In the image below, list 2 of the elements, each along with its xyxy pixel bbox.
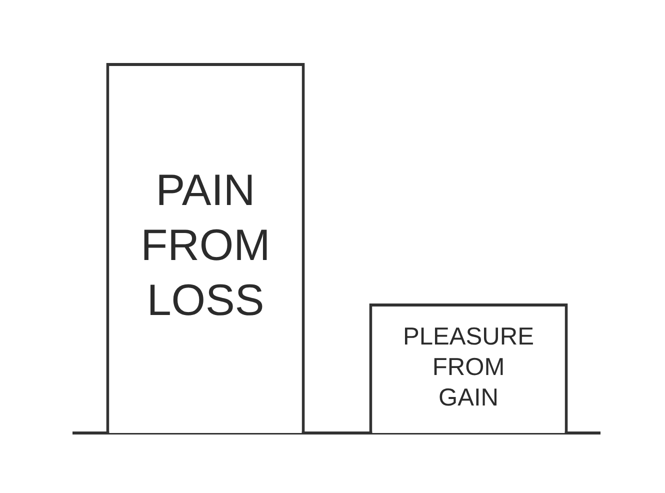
x-tick-label: PAIN FROM LOSS — [140, 166, 270, 326]
x-tick-label: PLEASURE FROM GAIN — [403, 323, 534, 412]
